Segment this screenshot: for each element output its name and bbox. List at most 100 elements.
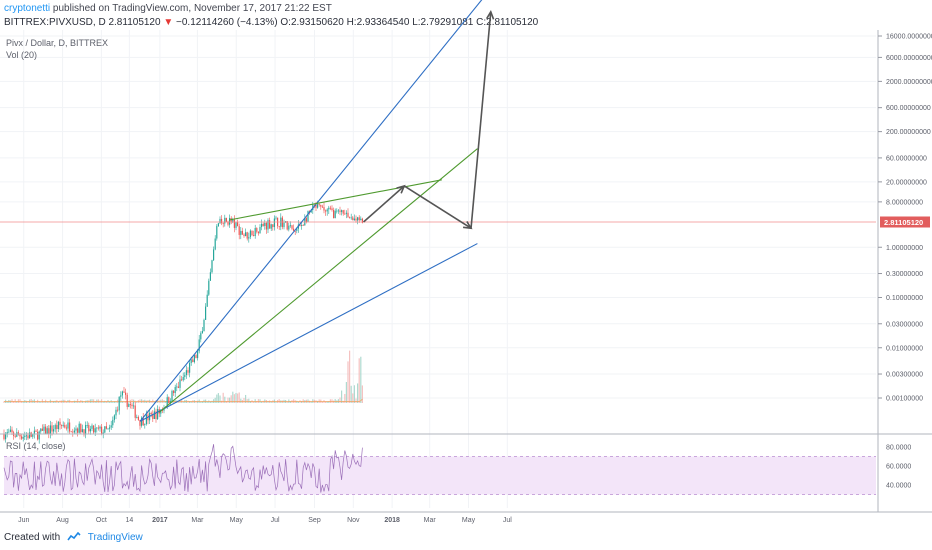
candle-body [269,220,271,229]
candle-body [136,416,138,418]
time-tick-label: Aug [56,517,69,524]
grid [0,30,876,508]
footer: Created with TradingView [4,532,143,543]
candle-body [105,426,107,429]
candle-body [73,430,75,433]
candle-body [121,391,123,396]
rsi-axis[interactable]: 80.0000 60.0000 40.0000 [886,445,911,490]
candle-body [345,212,347,214]
candle-body [109,427,111,429]
volume-bar [40,401,42,403]
volume-bar [222,392,224,403]
candle-body [9,429,11,432]
candle-body [118,396,120,411]
candle-body [232,219,234,222]
price-tick-label: 200.00000000 [886,129,931,136]
volume-bar [261,401,263,403]
candle-body [331,208,333,211]
candle-body [14,435,16,437]
candle-body [104,426,106,433]
time-axis[interactable]: Jun Aug Oct 14 2017 Mar May Jul Sep Nov 2018 Mar May… [18,517,512,524]
candle-body [75,428,77,431]
candle-body [246,232,248,239]
candle-body [30,432,32,437]
volume-bar [233,394,235,403]
candle-body [257,231,259,234]
candle-body [65,427,67,429]
candle-body [358,217,360,221]
volume-bar [341,390,343,403]
low-value: 2.79291081 [420,17,474,28]
candle-body [275,217,277,219]
candle-body [128,404,130,407]
ohlc-legend: BITTREX:PIVXUSD, D 2.81105120 ▼ −0.12114… [4,17,538,28]
candle-body [307,210,309,222]
tradingview-brand-link[interactable]: TradingView [87,532,143,543]
candle-body [229,217,231,225]
candle-body [94,428,96,433]
candle-body [35,430,37,432]
candle-body [254,228,256,237]
volume-bar [214,397,216,403]
candle-body [144,424,146,426]
candle-body [48,428,50,434]
volume-bar [349,350,351,403]
price-axis[interactable]: 16000.00000000 6000.00000000 2000.00000000… [878,34,932,403]
candle-body [129,404,131,405]
candle-body [21,436,23,439]
candle-body [328,207,330,210]
volume-bar [195,400,197,403]
created-with-text: Created with [4,532,61,543]
volume-bar [353,385,355,403]
volume-bar [77,399,79,403]
candle-body [264,222,266,226]
volume-bar [94,401,96,403]
candle-body [57,421,59,430]
low-label: L: [412,17,421,28]
volume-bar [48,401,50,403]
projection-arrows[interactable] [362,10,495,230]
candle-body [238,226,240,235]
candle-body [240,230,242,235]
volume-bar [361,385,363,403]
volume-bar [229,397,231,403]
price-tick-label: 0.03000000 [886,321,923,328]
candle-body [315,205,317,208]
candle-body [221,218,223,224]
candle-body [208,280,210,295]
candle-body [120,395,122,397]
candle-body [77,428,79,433]
candle-body [81,429,83,433]
candle-body [96,427,98,429]
time-tick-label: 2017 [152,517,168,524]
rsi-pane-label: RSI (14, close) [6,441,66,451]
candle-body [288,225,290,230]
candle-body [62,424,64,426]
candle-body [201,330,203,334]
candle-body [153,411,155,419]
volume-bar [286,401,288,403]
candle-body [157,409,159,419]
candle-body [193,355,195,363]
author-link[interactable]: cryptonetti [4,3,51,14]
volume-bar [70,401,72,403]
price-badge-box [880,216,930,228]
projection-arrow [403,185,472,229]
candle-body [102,432,104,435]
candle-body [198,339,200,352]
candle-body [123,391,125,393]
candle-body [272,224,274,228]
candle-body [40,428,42,432]
candle-body [93,425,95,433]
candle-body [112,419,114,426]
candle-body [350,217,352,219]
candle-body [262,223,264,226]
volume-bar [21,400,23,403]
candle-body [46,428,48,435]
candle-body [174,387,176,394]
candle-body [27,435,29,439]
price-tick-label: 60.00000000 [886,155,927,162]
trendlines[interactable] [139,0,494,422]
time-tick-label: Mar [424,517,437,524]
